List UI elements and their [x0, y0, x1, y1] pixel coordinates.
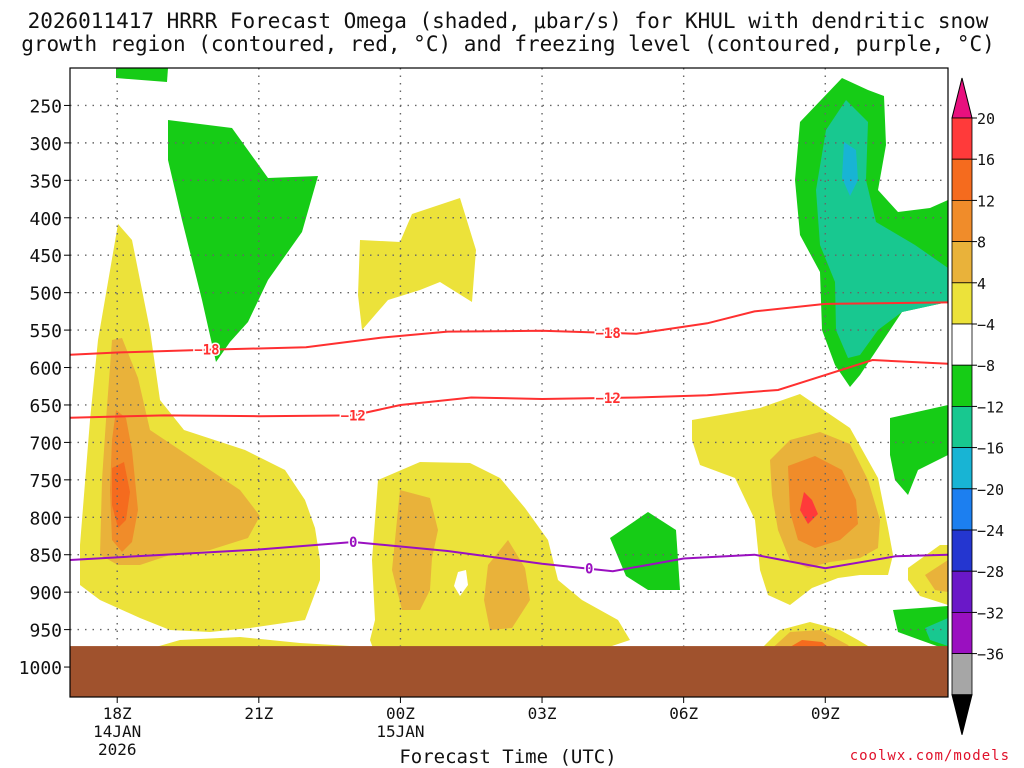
y-tick-label: 500: [29, 284, 62, 305]
isotherm-label: 0: [585, 562, 593, 578]
x-tick-date: 15JAN: [376, 722, 424, 741]
ground-surface: [70, 646, 948, 697]
isotherm-line: [69, 358, 949, 419]
omega-region-orange: [392, 490, 438, 610]
omega-region-orange: [100, 338, 260, 565]
omega-hole-white: [454, 570, 468, 596]
isotherm-label: −18: [194, 343, 219, 359]
omega-region-green: [610, 512, 680, 590]
isotherm-contours: −18 −18 −12 −12 0 0: [69, 301, 949, 579]
x-tick-label: 00Z: [386, 704, 415, 723]
x-tick-label: 21Z: [244, 704, 273, 723]
chart-title-line2: growth region (contoured, red, °C) and f…: [21, 32, 995, 56]
x-tick-label: 09Z: [811, 704, 840, 723]
colorbar-swatch: [951, 529, 973, 572]
isotherm-label: −12: [341, 408, 366, 424]
omega-region-dark-orange: [788, 456, 858, 548]
colorbar-label: 8: [977, 234, 986, 252]
colorbar-swatch: [951, 488, 973, 531]
colorbar-swatch: [951, 282, 973, 325]
colorbar-swatch: [951, 117, 973, 160]
y-tick-label: 350: [29, 171, 62, 192]
isotherm-label: −12: [595, 391, 620, 407]
colorbar-swatch: [951, 570, 973, 613]
colorbar-swatch: [951, 241, 973, 284]
colorbar-label: −36: [977, 646, 1004, 664]
y-tick-label: 250: [29, 96, 62, 117]
omega-region-orange-red: [112, 462, 130, 528]
omega-region-green: [168, 120, 318, 362]
colorbar-label: 12: [977, 192, 995, 210]
x-axis-label: Forecast Time (UTC): [399, 746, 616, 768]
colorbar-top-arrow: [951, 77, 973, 119]
x-tick-label: 18Z: [103, 704, 132, 723]
y-tick-label: 600: [29, 359, 62, 380]
omega-region-red: [800, 492, 818, 524]
colorbar-label: −8: [977, 357, 995, 375]
colorbar-label: −32: [977, 604, 1004, 622]
y-tick-label: 650: [29, 396, 62, 417]
y-tick-label: 700: [29, 433, 62, 454]
y-tick-label: 950: [29, 621, 62, 642]
colorbar-label: −12: [977, 398, 1004, 416]
colorbar-label: −20: [977, 481, 1004, 499]
colorbar-label: −4: [977, 316, 995, 334]
colorbar-label: 4: [977, 275, 986, 293]
y-tick-label: 300: [29, 134, 62, 155]
omega-region-orange: [925, 560, 948, 592]
x-tick-label: 06Z: [669, 704, 698, 723]
isotherm-line: [69, 540, 949, 573]
colorbar-swatch: [951, 405, 973, 448]
y-tick-label: 900: [29, 583, 62, 604]
omega-region-yellow: [358, 198, 476, 330]
omega-region-teal: [925, 618, 948, 646]
colorbar-swatch: [951, 364, 973, 407]
pressure-axis: 250 300 350 400 450 500 550 600 650 700 750 800 850 9…: [19, 96, 70, 679]
isotherm-label: −18: [595, 326, 620, 342]
omega-region-orange: [484, 540, 530, 630]
colorbar-swatch: [951, 323, 973, 366]
omega-colorbar: 20 16 12 8 4 −4 −8 −12 −16 −20 −24 −28 −32 −36: [951, 77, 1004, 735]
omega-region-green: [116, 68, 168, 82]
colorbar-label: 20: [977, 110, 995, 128]
colorbar-swatch: [951, 612, 973, 655]
omega-region-cyan: [842, 142, 858, 196]
omega-region-green: [890, 405, 948, 495]
isotherm-label: 0: [349, 535, 357, 551]
colorbar-swatch: [951, 158, 973, 201]
x-tick-label: 03Z: [528, 704, 557, 723]
y-tick-label: 1000: [19, 658, 62, 679]
x-tick-date: 14JAN: [93, 722, 141, 741]
y-tick-label: 400: [29, 209, 62, 230]
plot-frame: [69, 67, 949, 698]
isotherm-line: [69, 301, 949, 356]
y-tick-label: 750: [29, 471, 62, 492]
y-tick-label: 450: [29, 246, 62, 267]
colorbar-label: −16: [977, 440, 1004, 458]
colorbar-label: 16: [977, 151, 995, 169]
chart-title-line1: 2026011417 HRRR Forecast Omega (shaded, …: [28, 9, 989, 33]
colorbar-bottom-arrow: [951, 694, 973, 735]
colorbar-swatch: [951, 199, 973, 242]
y-tick-label: 850: [29, 546, 62, 567]
x-tick-year: 2026: [98, 740, 137, 759]
colorbar-swatch: [951, 653, 973, 696]
colorbar-label: −24: [977, 522, 1004, 540]
y-tick-label: 800: [29, 508, 62, 529]
colorbar-label: −28: [977, 563, 1004, 581]
y-tick-label: 550: [29, 321, 62, 342]
omega-shading: [80, 68, 948, 668]
colorbar-swatch: [951, 447, 973, 490]
credit-text: coolwx.com/models: [849, 748, 1010, 764]
